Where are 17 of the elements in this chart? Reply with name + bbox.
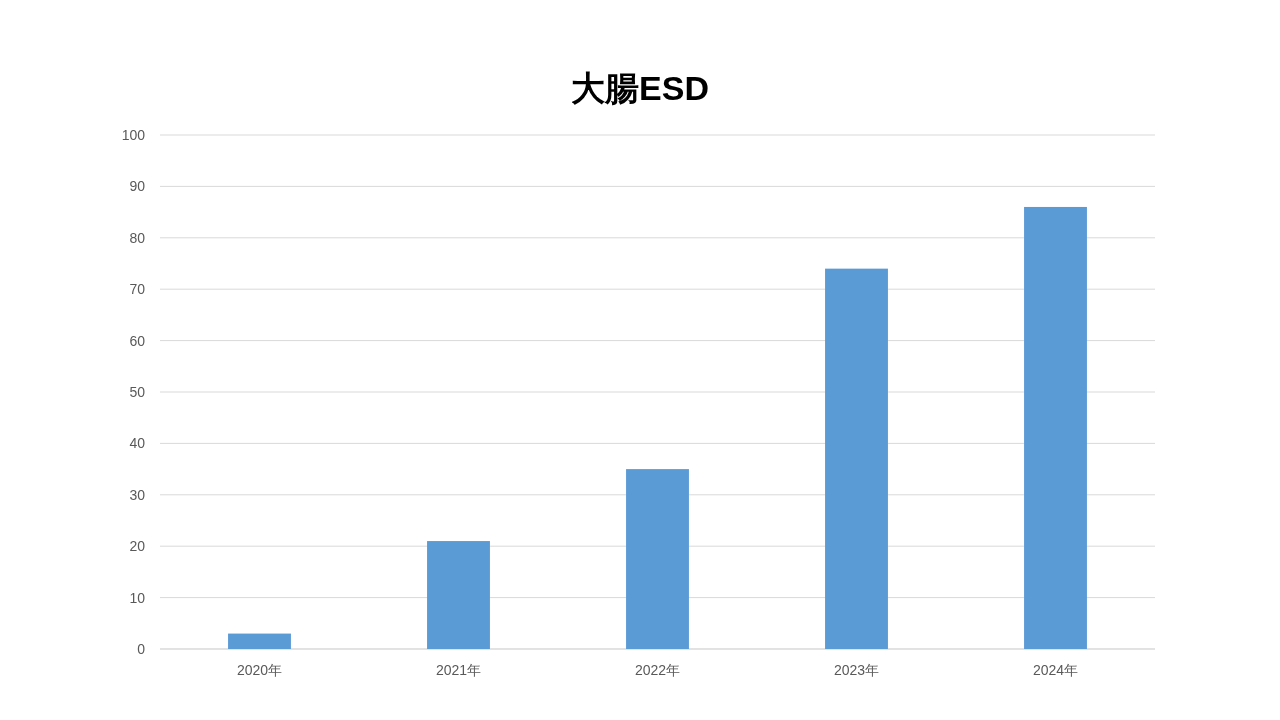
x-tick-label: 2024年 (1032, 662, 1079, 678)
x-tick-label: 2021年 (435, 662, 482, 678)
y-tick-label: 0 (137, 641, 146, 657)
y-tick-label: 60 (129, 332, 146, 349)
y-tick-label: 30 (129, 486, 146, 503)
x-tick-label: 2020年 (236, 662, 283, 678)
x-tick-label: 2023年 (833, 662, 880, 678)
chart-title: 大腸ESD (571, 69, 709, 107)
x-tick-label: 2022年 (634, 662, 681, 678)
y-tick-label: 80 (129, 229, 146, 246)
y-tick-label: 100 (121, 127, 146, 143)
y-tick-label: 90 (129, 178, 146, 195)
y-tick-label: 70 (129, 281, 146, 298)
y-tick-label: 40 (129, 435, 146, 452)
y-tick-label: 10 (129, 589, 146, 606)
y-tick-label: 50 (129, 384, 146, 400)
y-tick-label: 20 (129, 538, 146, 555)
